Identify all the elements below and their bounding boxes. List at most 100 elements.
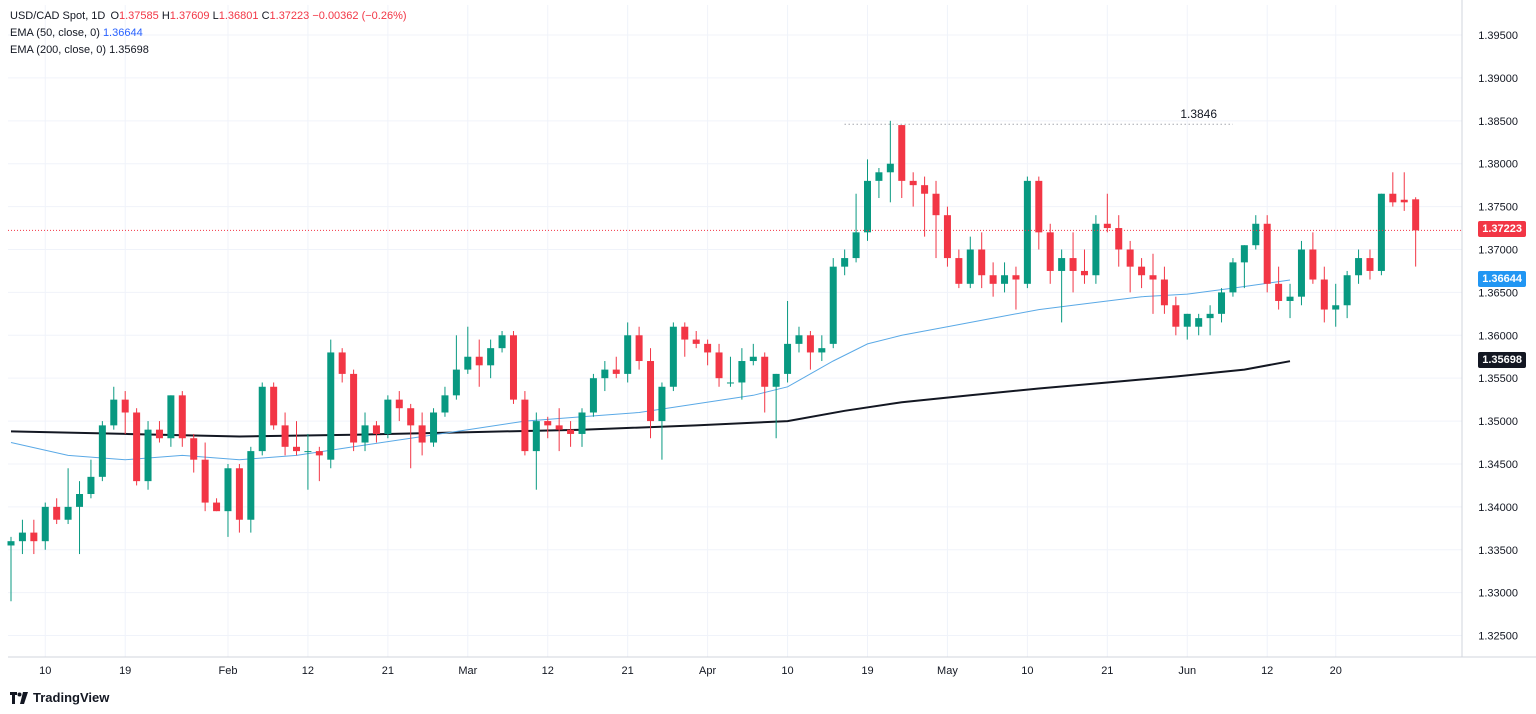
candle-body: [761, 356, 769, 387]
candle-body: [932, 193, 940, 216]
x-tick-label: May: [937, 665, 958, 677]
candle: [864, 159, 871, 241]
legend-change: −0.00362 (−0.26%): [312, 10, 407, 22]
candle: [601, 361, 609, 392]
candle: [715, 343, 723, 387]
candle-body: [909, 180, 917, 186]
candle-body: [190, 438, 198, 460]
candle-body: [1332, 305, 1340, 310]
candle-body: [1286, 296, 1294, 301]
candle-body: [213, 502, 221, 512]
candle: [726, 356, 734, 387]
candle: [87, 459, 95, 499]
candle: [1389, 172, 1397, 207]
axes: 1.39500 1.39000 1.38500 1.38000 1.37500 1.370…: [8, 0, 1536, 677]
candle-body: [943, 215, 951, 259]
candle: [76, 481, 84, 555]
candle-body: [1366, 258, 1374, 271]
y-tick-label: 1.37500: [1478, 202, 1518, 214]
candle: [1286, 283, 1294, 319]
candle-body: [293, 446, 300, 452]
candle: [681, 322, 689, 357]
candle-body: [350, 373, 358, 443]
candle: [418, 412, 426, 456]
legend-low: 1.36801: [218, 10, 259, 22]
candle: [932, 180, 940, 259]
overlays: 1.3846: [8, 107, 1462, 231]
candle-body: [829, 266, 837, 344]
candle-body: [509, 335, 517, 400]
candle-body: [155, 429, 163, 439]
candle: [1001, 262, 1009, 293]
legend-symbol: USD/CAD Spot, 1D: [10, 10, 106, 22]
candle: [155, 421, 163, 443]
x-tick-label: 21: [622, 665, 634, 677]
candle: [64, 468, 72, 525]
candle-body: [1092, 223, 1100, 276]
candle-body: [635, 335, 643, 362]
candle: [852, 193, 860, 263]
candle-body: [487, 348, 495, 366]
y-tick-label: 1.32500: [1478, 631, 1518, 643]
candle: [1297, 240, 1305, 306]
candle: [1160, 266, 1168, 314]
candle-body: [1069, 258, 1077, 271]
candle-body: [692, 339, 700, 344]
candle-body: [578, 412, 586, 434]
candle-body: [201, 459, 209, 503]
legend-ema50-row: EMA (50, close, 0) 1.36644: [10, 25, 407, 42]
candle-body: [304, 451, 312, 453]
candle: [430, 408, 438, 447]
y-tick-label: 1.35000: [1478, 416, 1518, 428]
candle-body: [1309, 249, 1317, 280]
candle-body: [795, 335, 803, 344]
candle: [1023, 176, 1031, 289]
candle-body: [441, 395, 449, 413]
x-tick-label: 20: [1330, 665, 1342, 677]
candle: [829, 258, 837, 349]
candle: [407, 403, 415, 469]
candle: [464, 326, 472, 374]
tradingview-logo[interactable]: TradingView: [10, 690, 109, 705]
candle-body: [1263, 223, 1271, 284]
candle: [647, 348, 655, 439]
candle: [475, 339, 483, 387]
candle-body: [76, 494, 84, 507]
candle: [190, 433, 198, 473]
candle-body: [864, 180, 871, 233]
candle: [1412, 197, 1420, 267]
candle-body: [1195, 318, 1203, 327]
legend-ema50-value: 1.36644: [102, 27, 143, 39]
candle-body: [1149, 275, 1157, 280]
y-tick-label: 1.36500: [1478, 287, 1518, 299]
candle: [978, 232, 986, 289]
candle-body: [327, 352, 335, 460]
candle: [1320, 266, 1328, 323]
candle: [178, 391, 186, 447]
legend-open-label: O: [110, 10, 119, 22]
candle-body: [133, 412, 141, 482]
y-tick-label: 1.39500: [1478, 30, 1518, 42]
candle-body: [1058, 258, 1066, 271]
candle: [1343, 270, 1351, 319]
candle: [658, 382, 666, 460]
candle: [452, 335, 460, 400]
candle-body: [1400, 199, 1408, 203]
candle: [304, 433, 312, 490]
candle-body: [875, 172, 883, 181]
candle: [1115, 215, 1123, 267]
legend-ema200-value: 1.35698: [109, 44, 149, 56]
candle-body: [475, 356, 483, 366]
candle-body: [384, 399, 392, 434]
candle: [578, 408, 586, 447]
legend-high-label: H: [161, 10, 170, 22]
candle: [270, 382, 278, 430]
candle: [989, 262, 997, 297]
legend-low-label: L: [212, 10, 219, 22]
candle: [1126, 240, 1134, 293]
candle: [30, 519, 38, 555]
candle: [772, 373, 780, 439]
candle: [372, 421, 380, 443]
candle: [498, 331, 506, 353]
